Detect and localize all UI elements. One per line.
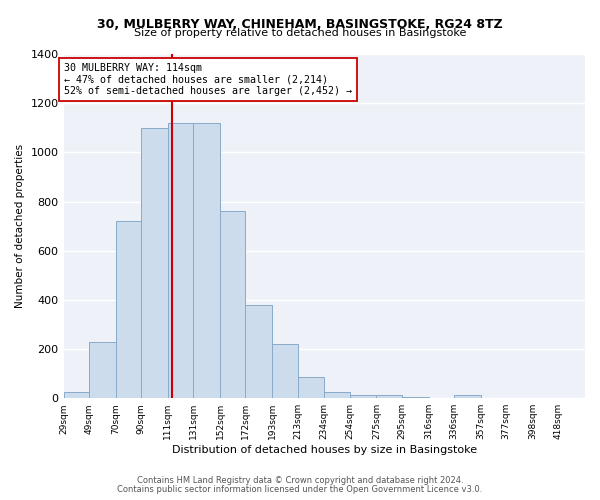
Bar — [376, 394, 402, 398]
Text: Contains public sector information licensed under the Open Government Licence v3: Contains public sector information licen… — [118, 485, 482, 494]
Bar — [350, 394, 376, 398]
Bar — [141, 128, 168, 398]
Bar — [220, 212, 245, 398]
Bar — [454, 394, 481, 398]
Bar — [116, 221, 141, 398]
Text: Size of property relative to detached houses in Basingstoke: Size of property relative to detached ho… — [134, 28, 466, 38]
Bar — [64, 392, 89, 398]
Bar — [168, 123, 193, 398]
Bar — [89, 342, 116, 398]
X-axis label: Distribution of detached houses by size in Basingstoke: Distribution of detached houses by size … — [172, 445, 477, 455]
Bar — [272, 344, 298, 398]
Bar — [245, 305, 272, 398]
Bar — [193, 123, 220, 398]
Text: Contains HM Land Registry data © Crown copyright and database right 2024.: Contains HM Land Registry data © Crown c… — [137, 476, 463, 485]
Y-axis label: Number of detached properties: Number of detached properties — [15, 144, 25, 308]
Bar — [298, 378, 324, 398]
Bar — [402, 397, 428, 398]
Text: 30 MULBERRY WAY: 114sqm
← 47% of detached houses are smaller (2,214)
52% of semi: 30 MULBERRY WAY: 114sqm ← 47% of detache… — [64, 62, 352, 96]
Bar — [324, 392, 350, 398]
Text: 30, MULBERRY WAY, CHINEHAM, BASINGSTOKE, RG24 8TZ: 30, MULBERRY WAY, CHINEHAM, BASINGSTOKE,… — [97, 18, 503, 30]
